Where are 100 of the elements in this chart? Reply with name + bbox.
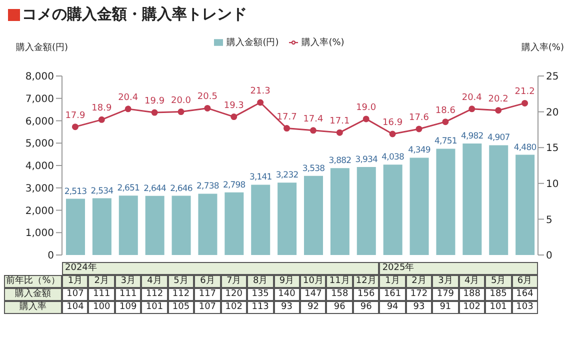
data-label: 2,646 xyxy=(170,184,192,194)
text: 100 xyxy=(88,301,115,314)
y-tick-label: 4,000 xyxy=(25,161,54,172)
x-tick-label: 2月 xyxy=(406,275,432,288)
x-tick-label: 10月 xyxy=(300,275,326,288)
y-tick-label: 2,000 xyxy=(25,206,54,217)
data-label: 2,798 xyxy=(222,180,246,190)
text: 112 xyxy=(141,288,168,301)
point xyxy=(310,127,316,134)
y-tick-label: 7,000 xyxy=(25,94,54,105)
text: 120 xyxy=(220,288,248,301)
data-label: 3,232 xyxy=(276,170,298,181)
data-label: 3,141 xyxy=(249,172,272,183)
text: 156 xyxy=(352,288,380,301)
y-axis-title: 購入金額(円) xyxy=(16,42,68,54)
text: 188 xyxy=(458,288,486,301)
x-tick-label: 4月 xyxy=(458,275,486,288)
data-label: 17.1 xyxy=(330,116,350,127)
data-label: 4,349 xyxy=(408,146,430,156)
data-label: 2,534 xyxy=(90,186,114,196)
data-label: 17.9 xyxy=(65,110,86,121)
bar xyxy=(251,184,270,255)
text: 164 xyxy=(512,288,538,301)
point xyxy=(468,106,476,112)
data-label: 19.0 xyxy=(356,102,376,113)
bar xyxy=(330,168,350,255)
data-label: 17.6 xyxy=(408,112,430,123)
bar xyxy=(224,192,244,255)
data-label: 18.9 xyxy=(92,104,112,114)
x-tick-label: 8月 xyxy=(247,275,274,288)
text: 101 xyxy=(485,301,512,314)
text: 109 xyxy=(114,301,142,314)
y2-tick-label: 0 xyxy=(546,250,552,262)
data-label: 3,882 xyxy=(328,156,352,166)
point xyxy=(257,99,264,106)
data-label: 17.4 xyxy=(303,114,324,124)
bar xyxy=(516,154,535,255)
data-label: 20.2 xyxy=(488,94,508,104)
text: 172 xyxy=(406,288,432,301)
text: 103 xyxy=(512,301,538,314)
bar xyxy=(410,158,429,255)
x-tick-label: 12月 xyxy=(352,275,380,288)
text: 104 xyxy=(62,301,88,314)
text: 101 xyxy=(141,301,168,314)
text: 91 xyxy=(432,301,459,314)
text: 前年比（%） xyxy=(4,275,62,288)
point xyxy=(442,118,449,126)
x-tick-label: 1月 xyxy=(62,275,88,288)
bar xyxy=(198,194,218,255)
point xyxy=(230,114,238,120)
data-label: 4,038 xyxy=(382,152,404,163)
x-tick-label: 9月 xyxy=(274,275,300,288)
bar xyxy=(145,196,164,255)
y-tick-label: 0 xyxy=(48,250,54,262)
bar xyxy=(118,196,138,255)
data-label: 2,644 xyxy=(144,184,166,194)
point xyxy=(362,116,370,122)
bar xyxy=(92,198,112,255)
bar xyxy=(356,166,376,255)
text: 112 xyxy=(168,288,194,301)
data-label: 16.9 xyxy=(382,118,403,128)
text: 2024年 xyxy=(62,262,380,275)
data-label: 21.3 xyxy=(250,86,270,96)
point xyxy=(178,108,184,116)
data-label: 19.3 xyxy=(224,100,244,111)
bar xyxy=(278,182,297,255)
point xyxy=(204,104,211,112)
data-label: 4,751 xyxy=(434,136,457,147)
legend-label: 購入率(%) xyxy=(302,38,344,48)
text: 147 xyxy=(300,288,326,301)
bar xyxy=(489,145,508,255)
x-tick-label: 5月 xyxy=(168,275,194,288)
y-tick-label: 8,000 xyxy=(25,72,54,83)
text: 2025年 xyxy=(379,262,538,275)
text: 111 xyxy=(114,288,142,301)
point xyxy=(151,109,158,116)
y2-tick-label: 15 xyxy=(546,143,559,154)
data-label: 2,651 xyxy=(117,184,140,194)
text: 135 xyxy=(247,288,274,301)
y2-axis-title: 購入率(%) xyxy=(521,42,564,54)
data-label: 4,982 xyxy=(460,132,484,142)
chart-title: コメの購入金額・購入率トレンド xyxy=(22,5,247,24)
y2-tick-label: 20 xyxy=(546,107,559,118)
text: 購入金額 xyxy=(4,288,62,301)
x-tick-label: 3月 xyxy=(114,275,142,288)
x-tick-label: 6月 xyxy=(194,275,221,288)
point xyxy=(336,129,343,136)
point xyxy=(72,124,78,130)
y2-tick-label: 25 xyxy=(546,72,559,83)
data-label: 2,513 xyxy=(64,186,87,197)
text: 96 xyxy=(326,301,353,314)
data-label: 20.0 xyxy=(170,96,192,106)
text: 購入率 xyxy=(4,301,62,314)
y-tick-label: 6,000 xyxy=(25,116,54,128)
point xyxy=(98,116,105,123)
bar xyxy=(304,176,323,255)
text: 96 xyxy=(352,301,380,314)
y-tick-label: 5,000 xyxy=(25,138,54,150)
bar xyxy=(172,196,191,255)
data-label: 3,934 xyxy=(355,154,378,165)
